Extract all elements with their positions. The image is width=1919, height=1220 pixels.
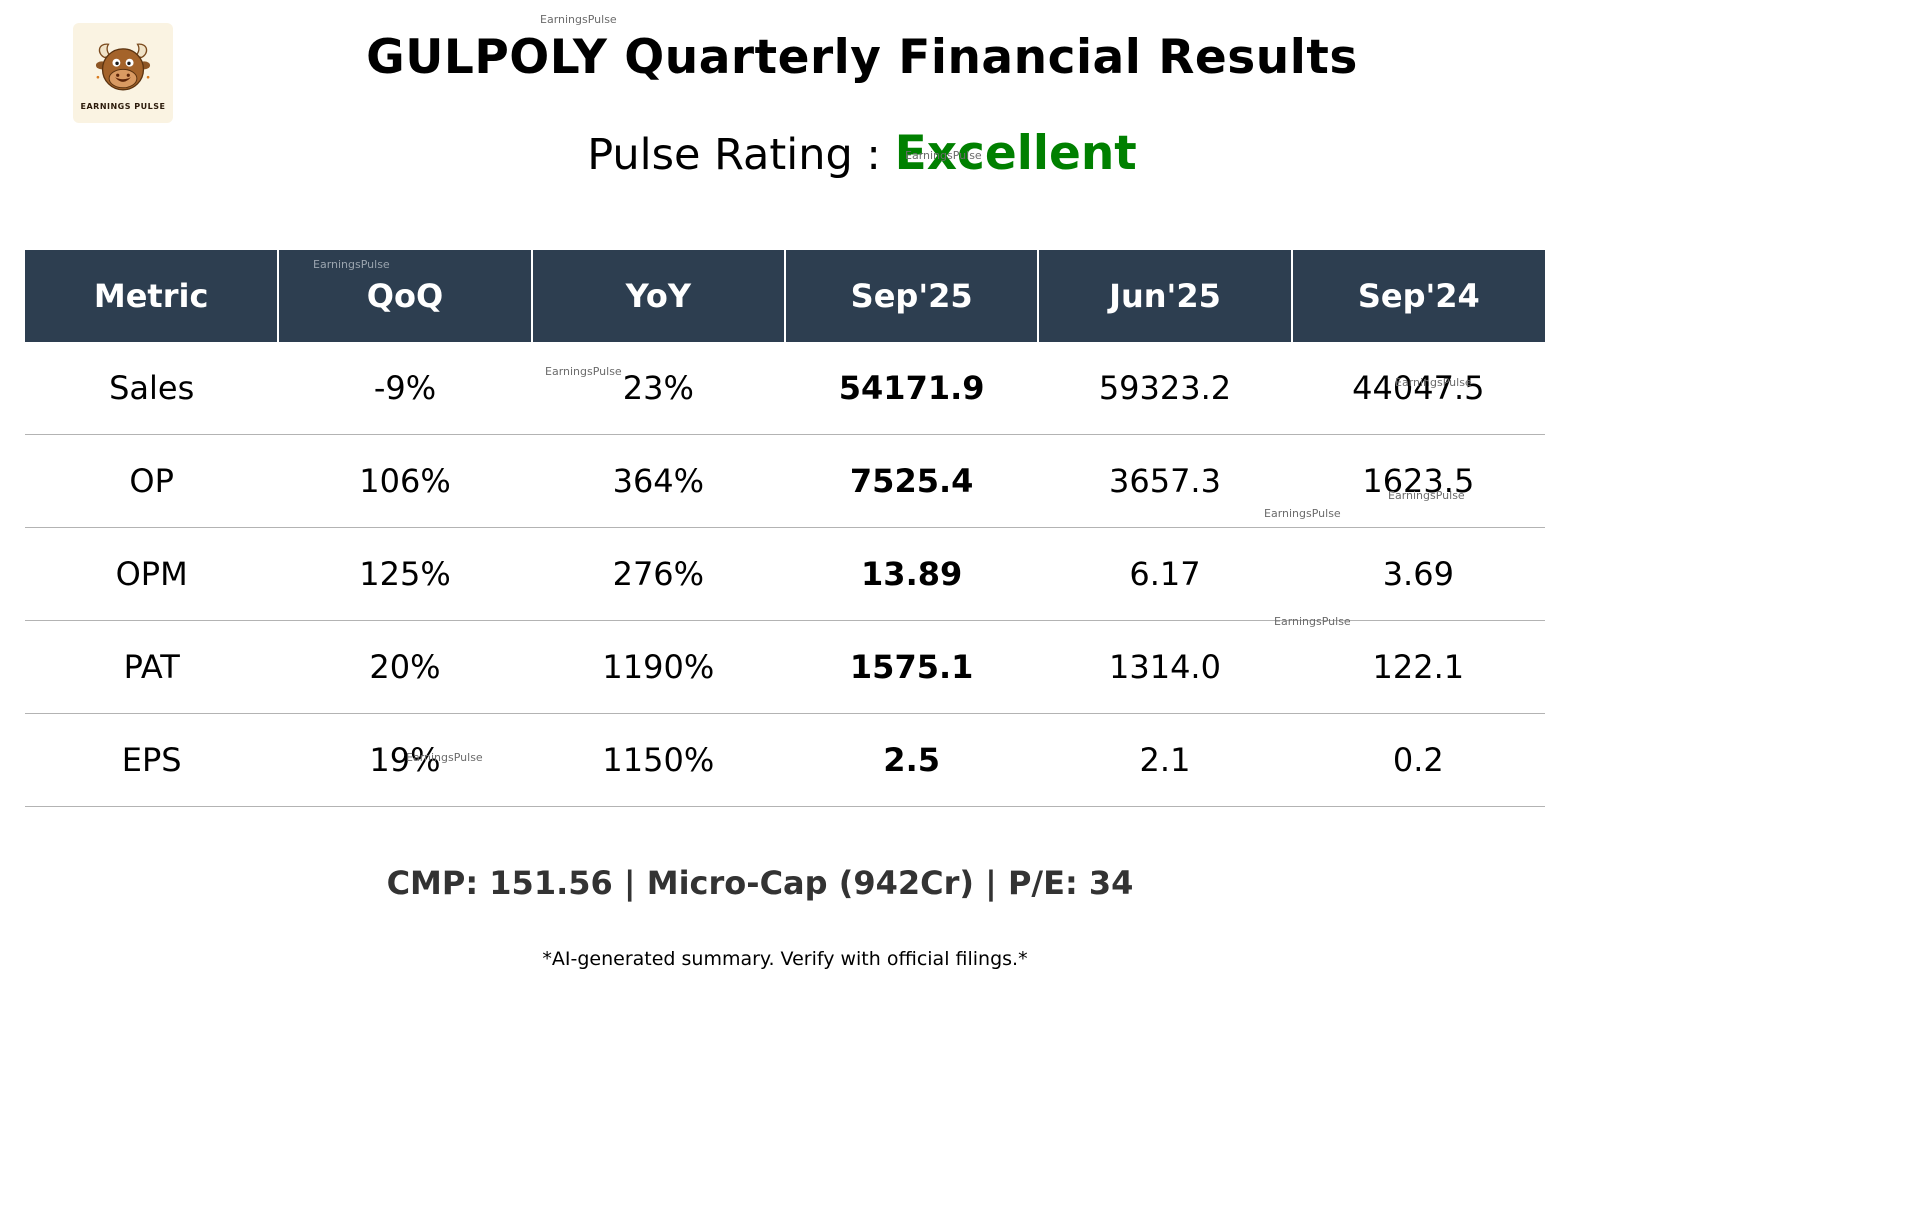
pulse-rating-line: Pulse Rating : Excellent: [0, 126, 1724, 181]
sep25-cell: 1575.1: [784, 620, 1039, 714]
jun25-cell: 2.1: [1038, 713, 1292, 807]
table-row-eps: EPS 19% 1150% 2.5 2.1 0.2: [25, 713, 1545, 807]
metric-cell: PAT: [25, 620, 279, 714]
logo-caption: EARNINGS PULSE: [80, 102, 166, 111]
table-row-pat: PAT 20% 1190% 1575.1 1314.0 122.1: [25, 620, 1545, 714]
table-row-opm: OPM 125% 276% 13.89 6.17 3.69: [25, 527, 1545, 621]
sep25-cell: 7525.4: [784, 434, 1039, 528]
sep24-cell: 44047.5: [1291, 342, 1545, 435]
metric-cell: OPM: [25, 527, 279, 621]
column-header-qoq: QoQ: [278, 250, 533, 342]
jun25-cell: 59323.2: [1038, 342, 1292, 435]
sep25-cell: 54171.9: [784, 342, 1039, 435]
jun25-cell: 6.17: [1038, 527, 1292, 621]
table-header-row: Metric QoQ YoY Sep'25 Jun'25 Sep'24: [25, 250, 1545, 342]
yoy-cell: 276%: [531, 527, 785, 621]
column-header-jun25: Jun'25: [1038, 250, 1293, 342]
metric-cell: OP: [25, 434, 279, 528]
table-row-sales: Sales -9% 23% 54171.9 59323.2 44047.5: [25, 342, 1545, 435]
qoq-cell: 19%: [278, 713, 532, 807]
earnings-pulse-logo: EARNINGS PULSE: [73, 23, 173, 123]
sep24-cell: 122.1: [1291, 620, 1545, 714]
sep25-cell: 13.89: [784, 527, 1039, 621]
qoq-cell: 106%: [278, 434, 532, 528]
yoy-cell: 23%: [531, 342, 785, 435]
yoy-cell: 1150%: [531, 713, 785, 807]
metric-cell: EPS: [25, 713, 279, 807]
sep24-cell: 3.69: [1291, 527, 1545, 621]
sep24-cell: 1623.5: [1291, 434, 1545, 528]
yoy-cell: 1190%: [531, 620, 785, 714]
cmp-summary: CMP: 151.56 | Micro-Cap (942Cr) | P/E: 3…: [386, 864, 1134, 902]
watermark: EarningsPulse: [540, 13, 617, 26]
bull-mascot-icon: [90, 35, 156, 101]
column-header-yoy: YoY: [531, 250, 786, 342]
qoq-cell: 125%: [278, 527, 532, 621]
sep25-cell: 2.5: [784, 713, 1039, 807]
qoq-cell: 20%: [278, 620, 532, 714]
column-header-sep24: Sep'24: [1291, 250, 1545, 342]
column-header-sep25: Sep'25: [784, 250, 1040, 342]
jun25-cell: 1314.0: [1038, 620, 1292, 714]
sep24-cell: 0.2: [1291, 713, 1545, 807]
table-row-op: OP 106% 364% 7525.4 3657.3 1623.5: [25, 434, 1545, 528]
pulse-rating-label: Pulse Rating :: [587, 130, 881, 180]
jun25-cell: 3657.3: [1038, 434, 1292, 528]
column-header-metric: Metric: [25, 250, 280, 342]
disclaimer: *AI-generated summary. Verify with offic…: [542, 948, 1028, 970]
page-title: GULPOLY Quarterly Financial Results: [366, 30, 1358, 85]
qoq-cell: -9%: [278, 342, 532, 435]
quarterly-results-table: Metric QoQ YoY Sep'25 Jun'25 Sep'24 Sale…: [25, 250, 1545, 807]
yoy-cell: 364%: [531, 434, 785, 528]
metric-cell: Sales: [25, 342, 279, 435]
pulse-rating-value: Excellent: [894, 126, 1137, 181]
